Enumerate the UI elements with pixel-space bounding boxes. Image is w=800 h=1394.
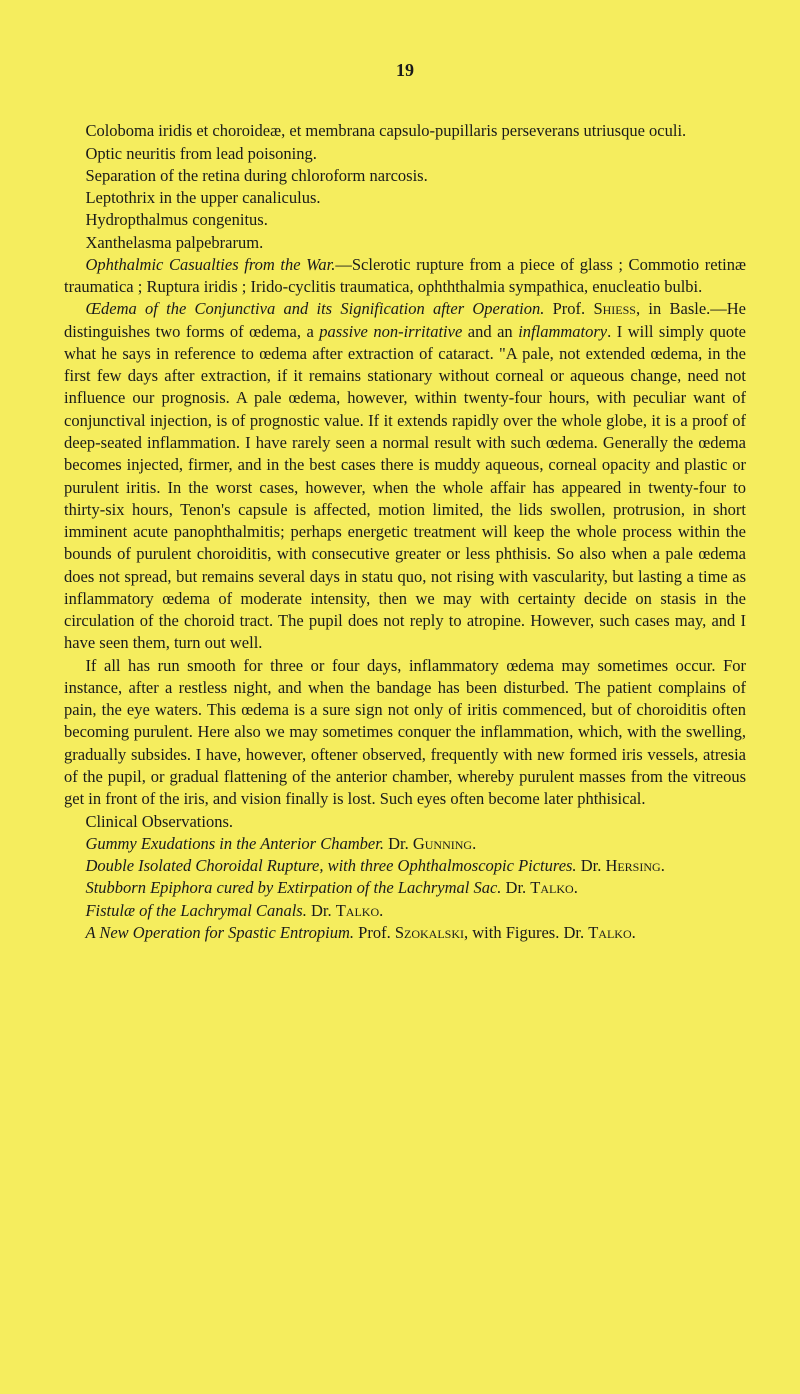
author-talko-2: Talko [336, 901, 379, 920]
text: . I will simply quote what he says in re… [64, 322, 746, 653]
clinical-observations: Clinical Observations. [64, 811, 746, 833]
text: , with Figures. Dr. [464, 923, 588, 942]
paragraph-1: Coloboma iridis et choroideæ, et membran… [64, 120, 746, 142]
text: . [472, 834, 476, 853]
author-szokalski: Szokalski [395, 923, 464, 942]
text: . [632, 923, 636, 942]
text: Dr. [501, 878, 530, 897]
author-gunning: Gunning [413, 834, 472, 853]
paragraph-15: A New Operation for Spastic Entropium. P… [64, 922, 746, 944]
text: Prof. [544, 299, 593, 318]
passive-term: passive non-irritative [319, 322, 462, 341]
paragraph-8: Œdema of the Conjunctiva and its Signifi… [64, 298, 746, 654]
paragraph-3: Separation of the retina during chlorofo… [64, 165, 746, 187]
paragraph-4: Leptothrix in the upper canaliculus. [64, 187, 746, 209]
gummy-title: Gummy Exudations in the Anterior Chamber… [85, 834, 384, 853]
author-talko-1: Talko [530, 878, 573, 897]
paragraph-14: Fistulæ of the Lachrymal Canals. Dr. Tal… [64, 900, 746, 922]
fistulae-title: Fistulæ of the Lachrymal Canals. [85, 901, 306, 920]
paragraph-2: Optic neuritis from lead poisoning. [64, 143, 746, 165]
author-hersing: Hersing [605, 856, 660, 875]
paragraph-11: Gummy Exudations in the Anterior Chamber… [64, 833, 746, 855]
inflammatory-term: inflammatory [518, 322, 607, 341]
double-title: Double Isolated Choroidal Rupture, with … [85, 856, 576, 875]
war-title: Ophthalmic Casualties from the War. [85, 255, 335, 274]
paragraph-12: Double Isolated Choroidal Rupture, with … [64, 855, 746, 877]
text: . [574, 878, 578, 897]
paragraph-6: Xanthelasma palpebrarum. [64, 232, 746, 254]
paragraph-5: Hydropthalmus congenitus. [64, 209, 746, 231]
text: and an [462, 322, 518, 341]
oedema-title: Œdema of the Conjunctiva and its Signifi… [85, 299, 544, 318]
author-shiess: Shiess [593, 299, 636, 318]
author-talko-3: Talko [588, 923, 631, 942]
text: Prof. [354, 923, 395, 942]
text: Dr. [384, 834, 413, 853]
text: . [661, 856, 665, 875]
text: . [379, 901, 383, 920]
paragraph-13: Stubborn Epiphora cured by Extirpation o… [64, 877, 746, 899]
text: Dr. [577, 856, 606, 875]
paragraph-9: If all has run smooth for three or four … [64, 655, 746, 811]
new-op-title: A New Operation for Spastic Entropium. [85, 923, 354, 942]
page-number: 19 [64, 58, 746, 82]
text: Dr. [307, 901, 336, 920]
stubborn-title: Stubborn Epiphora cured by Extirpation o… [85, 878, 501, 897]
paragraph-7: Ophthalmic Casualties from the War.—Scle… [64, 254, 746, 299]
